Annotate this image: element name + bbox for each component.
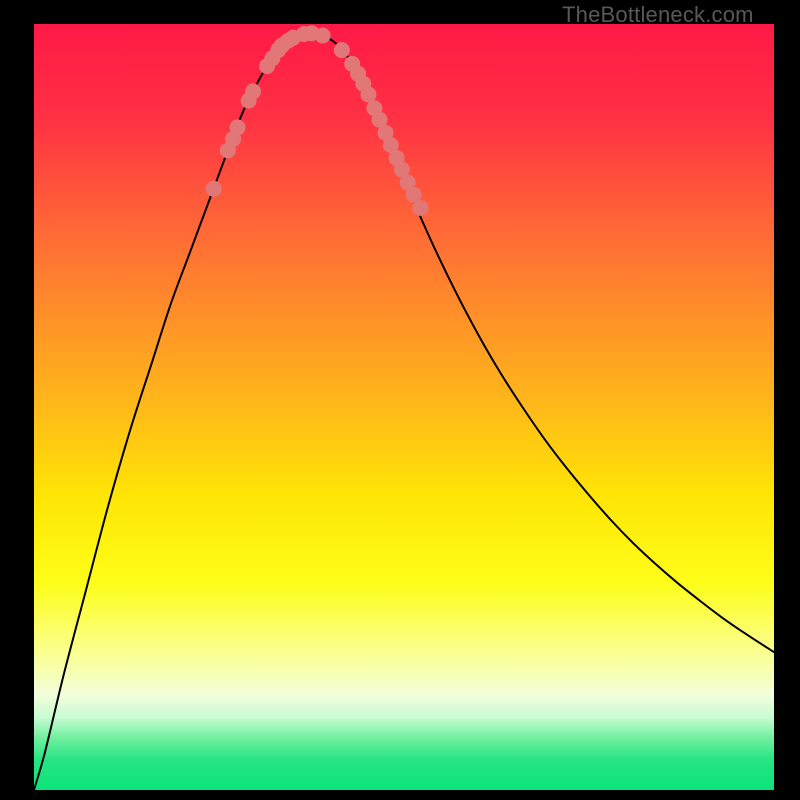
background-gradient: [34, 24, 774, 790]
plot-area: [34, 24, 774, 790]
chart-stage: TheBottleneck.com: [0, 0, 800, 800]
watermark-text: TheBottleneck.com: [562, 2, 754, 28]
